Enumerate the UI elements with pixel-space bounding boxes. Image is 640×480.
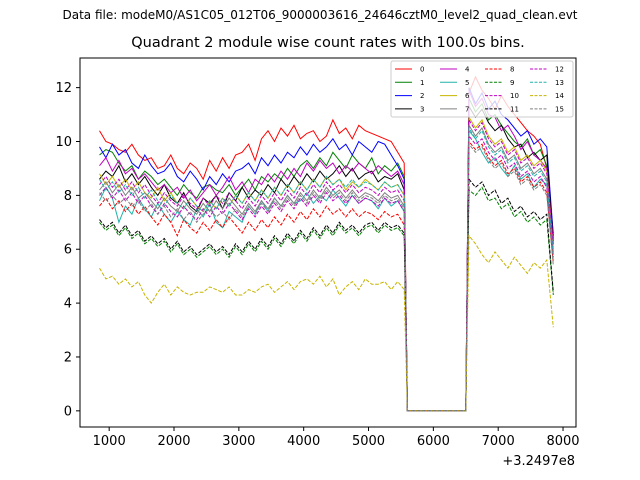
y-tick-label: 8 [64,189,72,204]
axis-ticks: 1000 2000 3000 4000 5000 6000 7000 8000 0 2 4 6 8 10 1… [55,81,579,449]
y-tick-label: 6 [64,243,72,258]
series-line-12 [99,118,554,412]
figure-suptitle: Data file: modeM0/AS1C05_012T06_90000036… [62,8,578,22]
legend-label: 6 [465,92,470,100]
series-line-13 [99,126,554,412]
series-line-10 [99,134,554,412]
series-lines [99,75,554,412]
series-line-15 [99,142,554,412]
y-tick-label: 4 [64,297,72,312]
legend-label: 2 [420,92,424,100]
legend-label: 1 [420,79,424,87]
legend-label: 5 [465,79,469,87]
legend-box [390,60,574,118]
x-tick-label: 4000 [287,434,320,449]
series-line-8 [99,140,554,412]
plot-frame [79,57,577,428]
legend-label: 0 [420,66,424,74]
series-line-9 [99,186,554,412]
x-offset-label: +3.2497e8 [502,454,575,469]
series-line-1 [99,98,554,412]
series-line-14 [99,234,554,412]
y-tick-label: 0 [64,404,72,419]
y-tick-label: 10 [55,135,72,150]
legend-label: 12 [555,66,564,74]
x-tick-label: 6000 [417,434,450,449]
legend-label: 3 [420,105,424,113]
y-tick-label: 12 [55,81,72,96]
x-tick-label: 1000 [93,434,126,449]
x-tick-label: 2000 [157,434,190,449]
legend-label: 15 [555,105,564,113]
legend-label: 8 [510,66,514,74]
legend-label: 7 [465,105,469,113]
x-tick-label: 8000 [546,434,579,449]
legend-label: 11 [510,105,519,113]
series-line-3 [99,104,554,412]
legend-label: 4 [465,66,470,74]
legend-label: 10 [510,92,519,100]
series-line-5 [99,129,554,412]
legend-label: 14 [555,92,564,100]
x-tick-label: 7000 [482,434,515,449]
legend-label: 13 [555,79,564,87]
x-tick-label: 3000 [222,434,255,449]
series-line-6 [99,115,554,412]
series-line-11 [99,177,554,412]
chart-title: Quadrant 2 module wise count rates with … [131,35,525,51]
y-tick-label: 2 [64,350,72,365]
legend-label: 9 [510,79,514,87]
x-tick-label: 5000 [352,434,385,449]
